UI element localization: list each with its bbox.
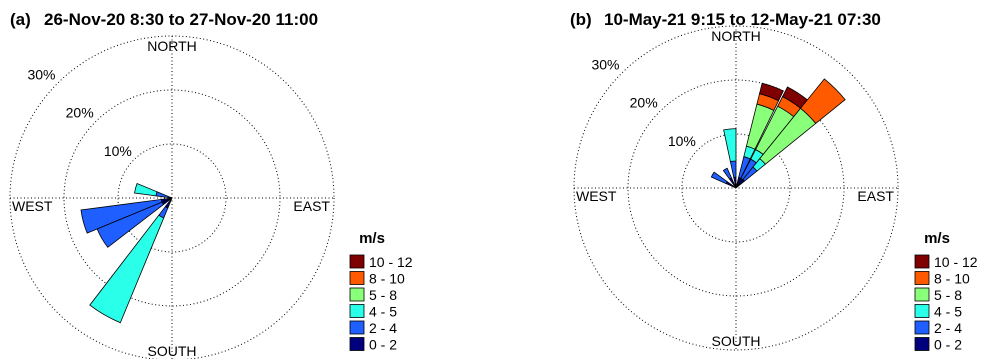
legend-swatch bbox=[914, 254, 930, 269]
legend-label: 10 - 12 bbox=[369, 254, 413, 270]
west-label: WEST bbox=[576, 188, 617, 204]
legend-label: 4 - 5 bbox=[934, 304, 962, 320]
panel-b: (b) 10-May-21 9:15 to 12-May-21 07:30 10% 2… bbox=[570, 10, 978, 353]
legend-label: 2 - 4 bbox=[934, 320, 962, 336]
ring-label: 20% bbox=[66, 105, 94, 121]
legend-swatch bbox=[349, 304, 365, 318]
panel-label: (a) bbox=[10, 10, 31, 29]
legend-swatch bbox=[349, 320, 365, 335]
legend-swatch bbox=[914, 337, 930, 351]
petal-segment bbox=[800, 78, 846, 124]
legend-label: 8 - 10 bbox=[934, 271, 970, 287]
petal-segment bbox=[134, 183, 158, 197]
ring-label: 20% bbox=[630, 95, 658, 111]
legend-label: 2 - 4 bbox=[369, 320, 397, 336]
legend-swatch bbox=[349, 254, 365, 269]
legend-label: 0 - 2 bbox=[934, 337, 962, 353]
legend-label: 8 - 10 bbox=[369, 271, 405, 287]
south-label: SOUTH bbox=[712, 333, 761, 349]
legend-title: m/s bbox=[924, 230, 950, 247]
ring-label: 30% bbox=[591, 56, 619, 72]
legend-swatch bbox=[914, 287, 930, 302]
chart-title: 26-Nov-20 8:30 to 27-Nov-20 11:00 bbox=[44, 10, 318, 29]
ring-10 bbox=[117, 143, 227, 253]
legend-label: 5 - 8 bbox=[369, 287, 397, 303]
panel-label: (b) bbox=[570, 10, 592, 29]
panel-a: (a) 26-Nov-20 8:30 to 27-Nov-20 11:00 10% 2… bbox=[9, 10, 413, 359]
ring-label: 10% bbox=[104, 143, 132, 159]
petal-segment bbox=[80, 198, 163, 234]
legend-label: 5 - 8 bbox=[934, 287, 962, 303]
chart-title: 10-May-21 9:15 to 12-May-21 07:30 bbox=[604, 10, 881, 29]
petal-segment bbox=[89, 214, 165, 324]
legend-swatch bbox=[349, 271, 365, 285]
legend: m/s 10 - 128 - 105 - 84 - 52 - 40 - 2 bbox=[349, 230, 413, 353]
petal-segment bbox=[710, 171, 728, 185]
ring-label: 30% bbox=[27, 66, 55, 82]
north-label: NORTH bbox=[147, 38, 197, 54]
ring-label: 10% bbox=[668, 133, 696, 149]
east-label: EAST bbox=[857, 188, 894, 204]
petal-segment bbox=[96, 201, 164, 248]
ring-10 bbox=[681, 133, 791, 243]
legend-swatch bbox=[349, 337, 365, 351]
legend-title: m/s bbox=[359, 230, 385, 247]
south-label: SOUTH bbox=[148, 343, 197, 359]
legend-label: 0 - 2 bbox=[369, 337, 397, 353]
legend-label: 4 - 5 bbox=[369, 304, 397, 320]
legend-swatch bbox=[914, 271, 930, 285]
legend-swatch bbox=[914, 320, 930, 335]
petal-segment bbox=[155, 191, 173, 199]
north-label: NORTH bbox=[711, 28, 761, 44]
legend-swatch bbox=[349, 287, 365, 302]
petal-segment bbox=[729, 160, 737, 178]
petal-segment bbox=[723, 128, 737, 163]
east-label: EAST bbox=[293, 198, 330, 214]
legend-swatch bbox=[914, 304, 930, 318]
petal-segment bbox=[722, 167, 733, 180]
petal-segment bbox=[759, 82, 784, 102]
west-label: WEST bbox=[12, 198, 53, 214]
legend: m/s 10 - 128 - 105 - 84 - 52 - 40 - 2 bbox=[914, 230, 978, 353]
legend-label: 10 - 12 bbox=[934, 254, 978, 270]
